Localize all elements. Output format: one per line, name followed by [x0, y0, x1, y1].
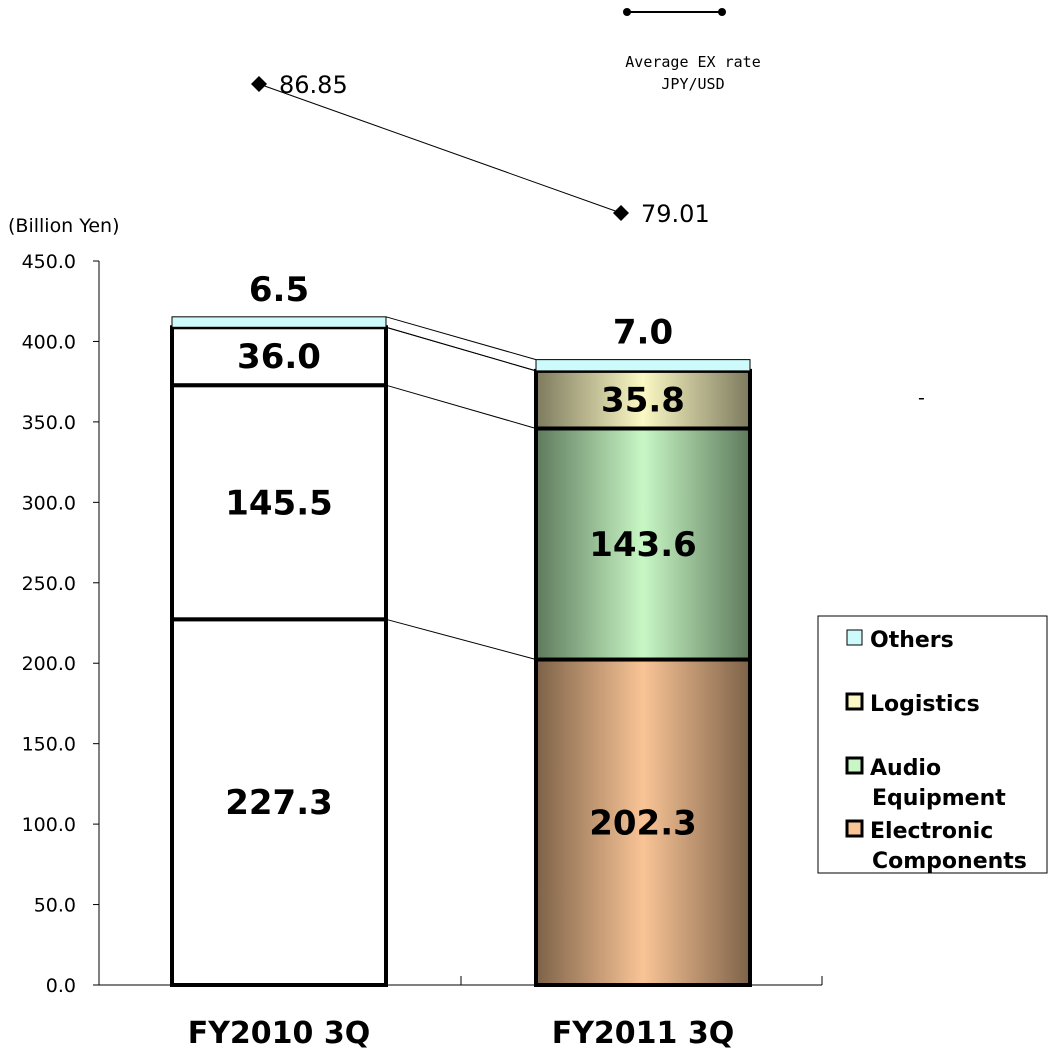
legend-swatch [845, 819, 864, 838]
data-label: 202.3 [589, 803, 697, 843]
legend-label: Electronic [870, 819, 993, 844]
y-tick-label: 450.0 [22, 251, 76, 273]
fx-rate-line-group: 86.85 79.01 Average EX rate JPY/USD [251, 8, 761, 228]
y-tick-label: 250.0 [22, 573, 76, 595]
legend-label: Others [870, 628, 954, 653]
data-label: 143.6 [589, 525, 697, 565]
fx-rate-label: 86.85 [279, 71, 348, 99]
legend-label: Audio [870, 756, 941, 781]
data-label: 7.0 [613, 313, 673, 353]
y-tick-label: 200.0 [22, 653, 76, 675]
bar-segment [534, 657, 752, 987]
y-tick-label: 150.0 [22, 734, 76, 756]
data-label: 35.8 [601, 381, 685, 421]
stray-mark: - [918, 387, 925, 409]
data-label: 145.5 [225, 483, 333, 523]
bar-stack-group [170, 316, 752, 987]
category-label: FY2011 3Q [552, 1016, 735, 1049]
y-unit-label: (Billion Yen) [8, 215, 120, 237]
fx-rate-point [613, 205, 629, 221]
bar-segment [534, 368, 752, 431]
y-tick-label: 0.0 [46, 975, 76, 997]
data-label: 227.3 [225, 783, 333, 823]
data-label: 36.0 [237, 337, 321, 377]
fx-rate-point [251, 76, 267, 92]
data-label-group: 227.3 145.5 36.0 6.5 202.3 143.6 35.8 7.0 [225, 270, 697, 843]
fx-legend-label: JPY/USD [661, 75, 724, 93]
connector-line [385, 316, 537, 361]
connector-line [385, 326, 537, 372]
y-tick-label: 350.0 [22, 412, 76, 434]
bar-segment [170, 383, 388, 622]
legend-label: Logistics [870, 692, 980, 717]
y-tick-label: 50.0 [34, 895, 76, 917]
fx-rate-label: 79.01 [641, 200, 710, 228]
connector-lines [385, 316, 537, 661]
legend-swatch [845, 692, 864, 711]
legend-swatch [845, 756, 864, 775]
legend-label: Components [872, 849, 1027, 874]
fx-legend-dot [718, 8, 726, 16]
connector-line [385, 618, 537, 661]
bar-segment [171, 316, 387, 328]
legend-label: Equipment [872, 786, 1006, 811]
y-tick-label: 300.0 [22, 492, 76, 514]
legend-swatch [846, 629, 863, 646]
category-label: FY2010 3Q [188, 1016, 371, 1049]
y-tick-label: 400.0 [22, 331, 76, 353]
data-label: 6.5 [249, 270, 309, 310]
bar-segment [535, 359, 751, 372]
fx-rate-line [258, 83, 622, 214]
bar-segment [534, 426, 752, 662]
legend: Others Logistics Audio Equipment Electronic C… [817, 615, 1048, 874]
fx-legend-label: Average EX rate [625, 53, 760, 71]
y-axis: 0.0 50.0 100.0 150.0 200.0 250.0 300.0 350.0 400… [8, 215, 925, 1049]
connector-line [385, 384, 537, 429]
y-tick-label: 100.0 [22, 814, 76, 836]
fx-legend-dot [623, 8, 631, 16]
